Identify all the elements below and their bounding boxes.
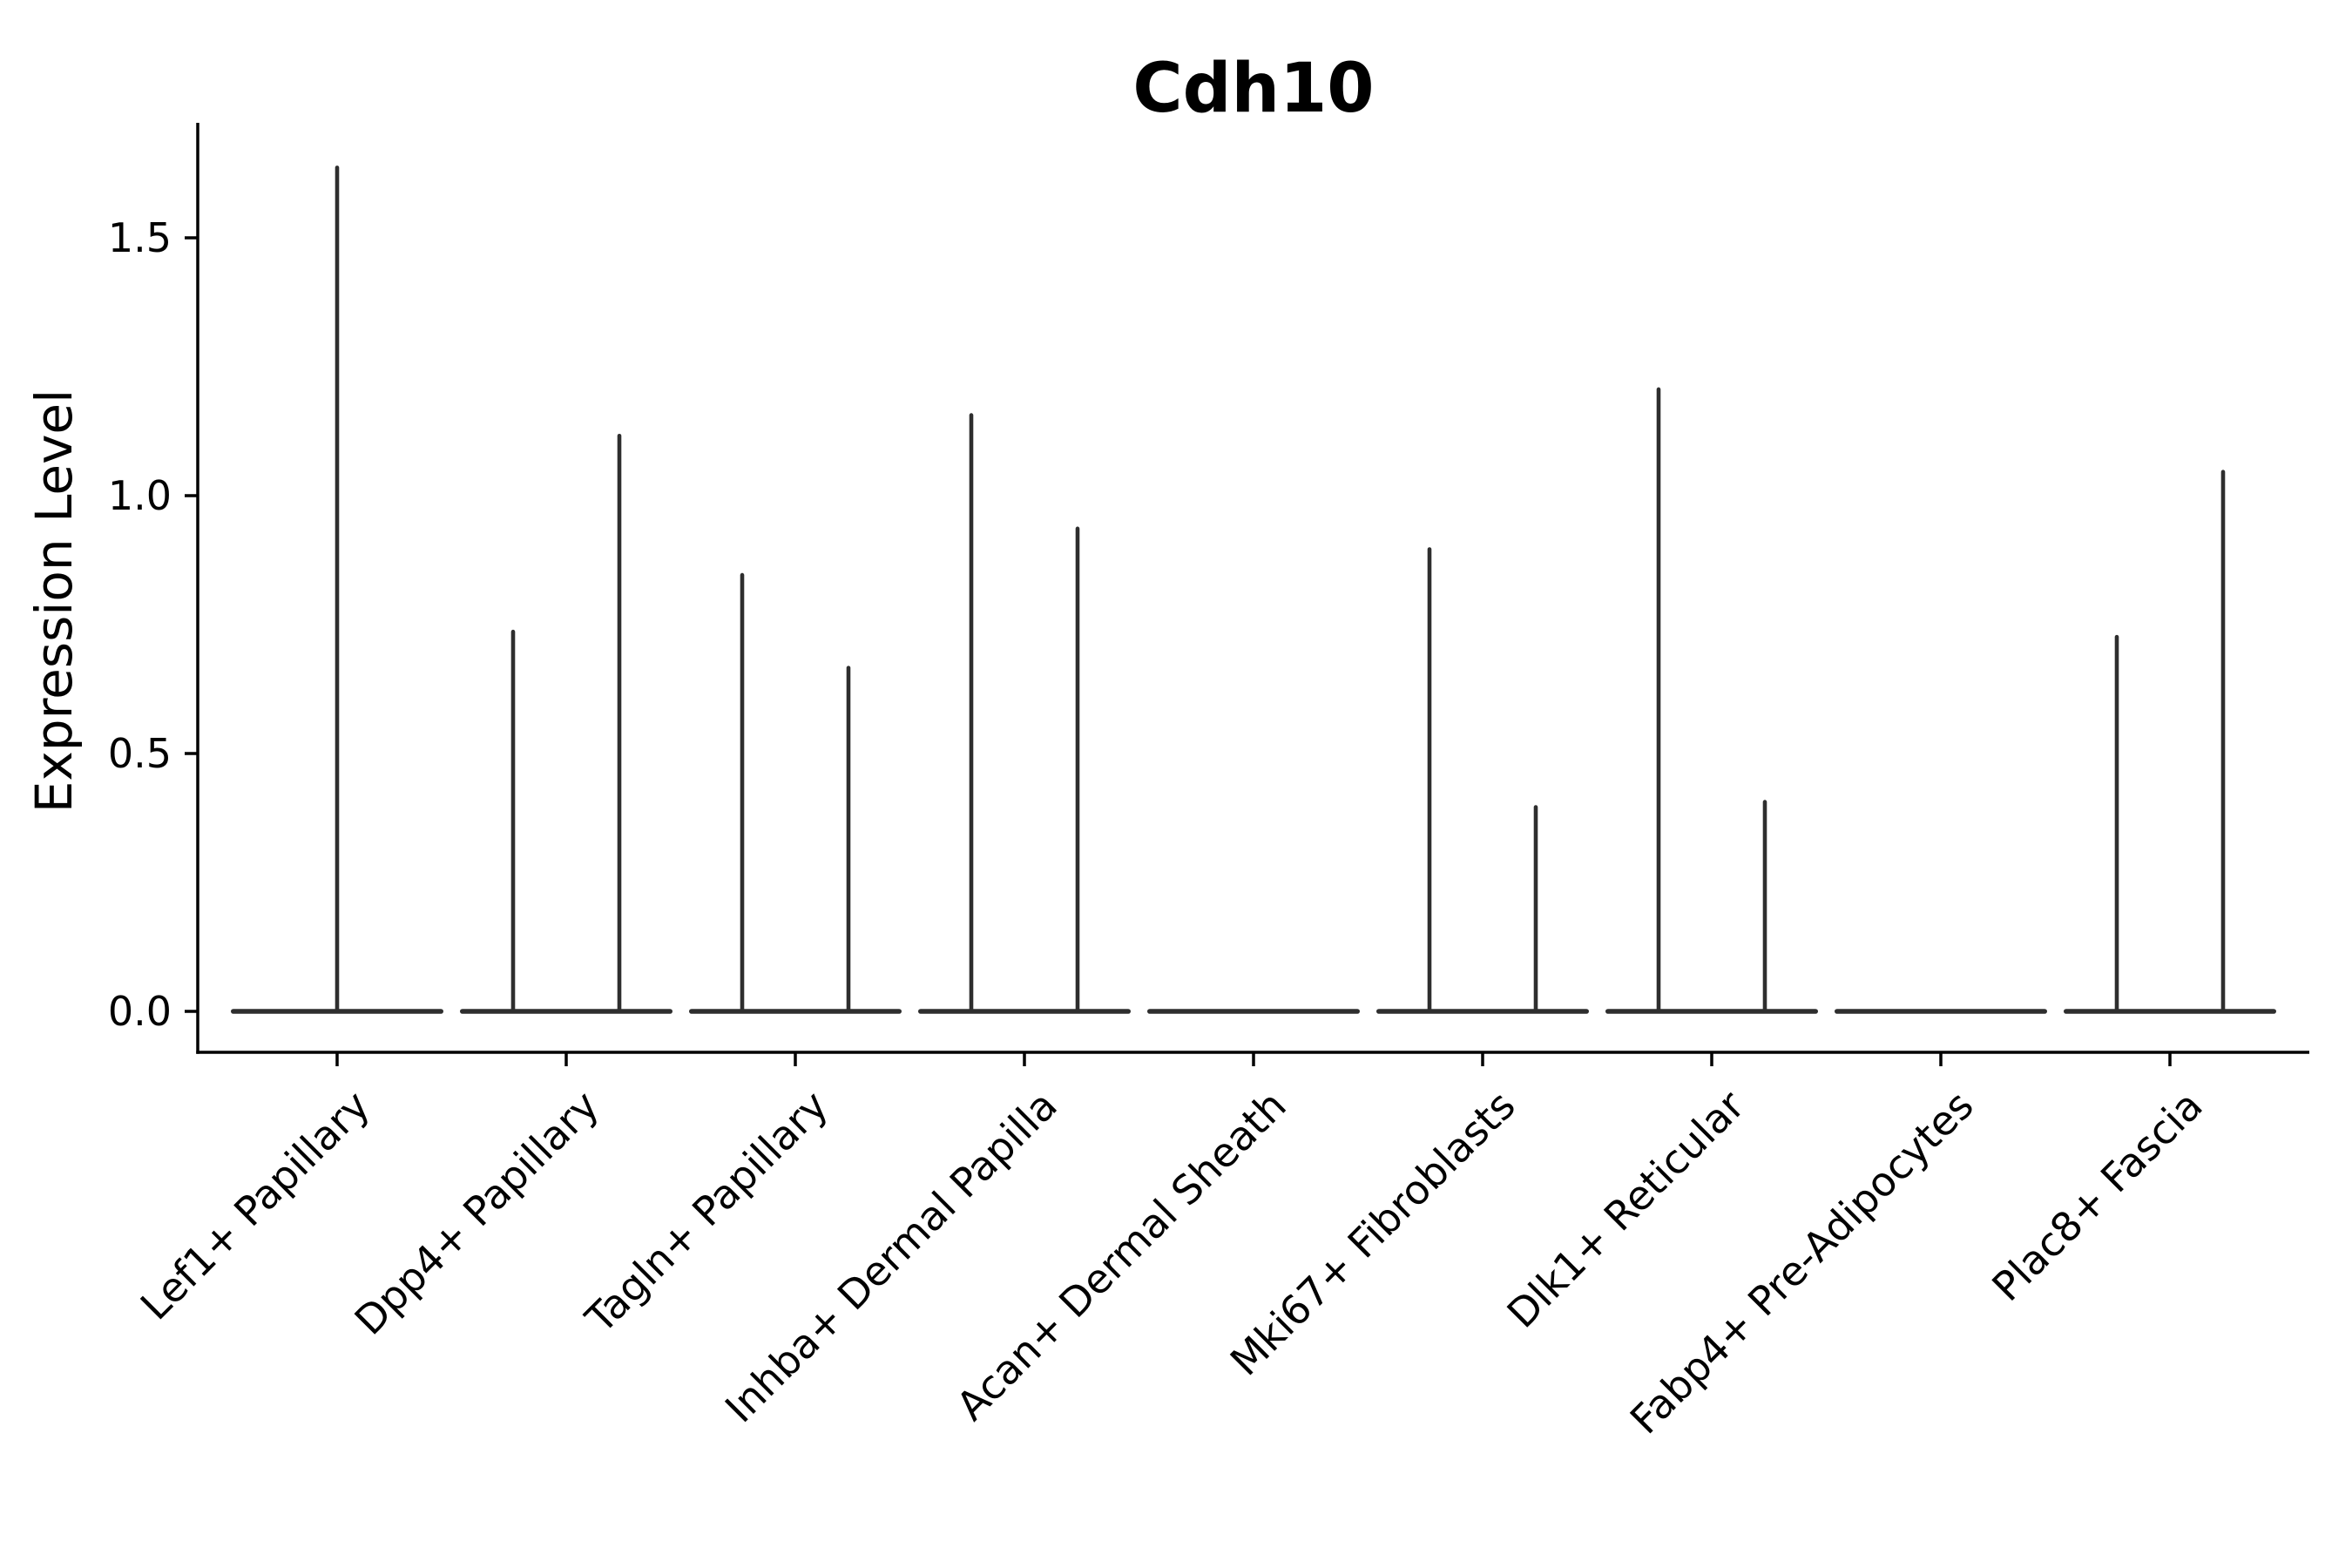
x-tick-label: Lef1+ Papillary: [132, 1082, 379, 1329]
violin-spike: [510, 629, 516, 1011]
x-tick-label: Dpp4+ Papillary: [346, 1082, 608, 1344]
violin-spike: [2220, 470, 2226, 1011]
violin-base: [1605, 1009, 1818, 1014]
violin-spike: [1427, 547, 1432, 1011]
violin-spike: [335, 166, 340, 1011]
violin-spike: [1075, 526, 1080, 1011]
violin-spike: [2114, 634, 2119, 1011]
violin-base: [1147, 1009, 1360, 1014]
violin-base: [918, 1009, 1131, 1014]
y-tick-label: 1.0: [108, 472, 172, 519]
violin-spike: [846, 666, 851, 1011]
violin-spike: [1656, 387, 1661, 1011]
x-tick-label: Dlk1+ Reticular: [1498, 1082, 1754, 1337]
y-tick-label: 0.0: [108, 988, 172, 1035]
x-tick-label: Plac8+ Fascia: [1983, 1082, 2211, 1310]
chart-title: Cdh10: [1132, 50, 1374, 128]
y-axis-label: Expression Level: [24, 389, 84, 813]
violin-base: [2064, 1009, 2276, 1014]
violin-spike: [1533, 805, 1538, 1011]
violin-spike: [1762, 800, 1767, 1011]
violin-base: [1835, 1009, 2047, 1014]
violin-spike: [617, 433, 622, 1012]
violin-base: [460, 1009, 672, 1014]
violin-spike: [969, 413, 974, 1011]
violin-base: [689, 1009, 902, 1014]
y-tick-label: 1.5: [108, 214, 172, 261]
y-tick-label: 0.5: [108, 730, 172, 777]
violin-spike: [740, 572, 745, 1011]
violin-base: [1376, 1009, 1589, 1014]
x-tick-label: Tagln+ Papillary: [576, 1082, 837, 1343]
